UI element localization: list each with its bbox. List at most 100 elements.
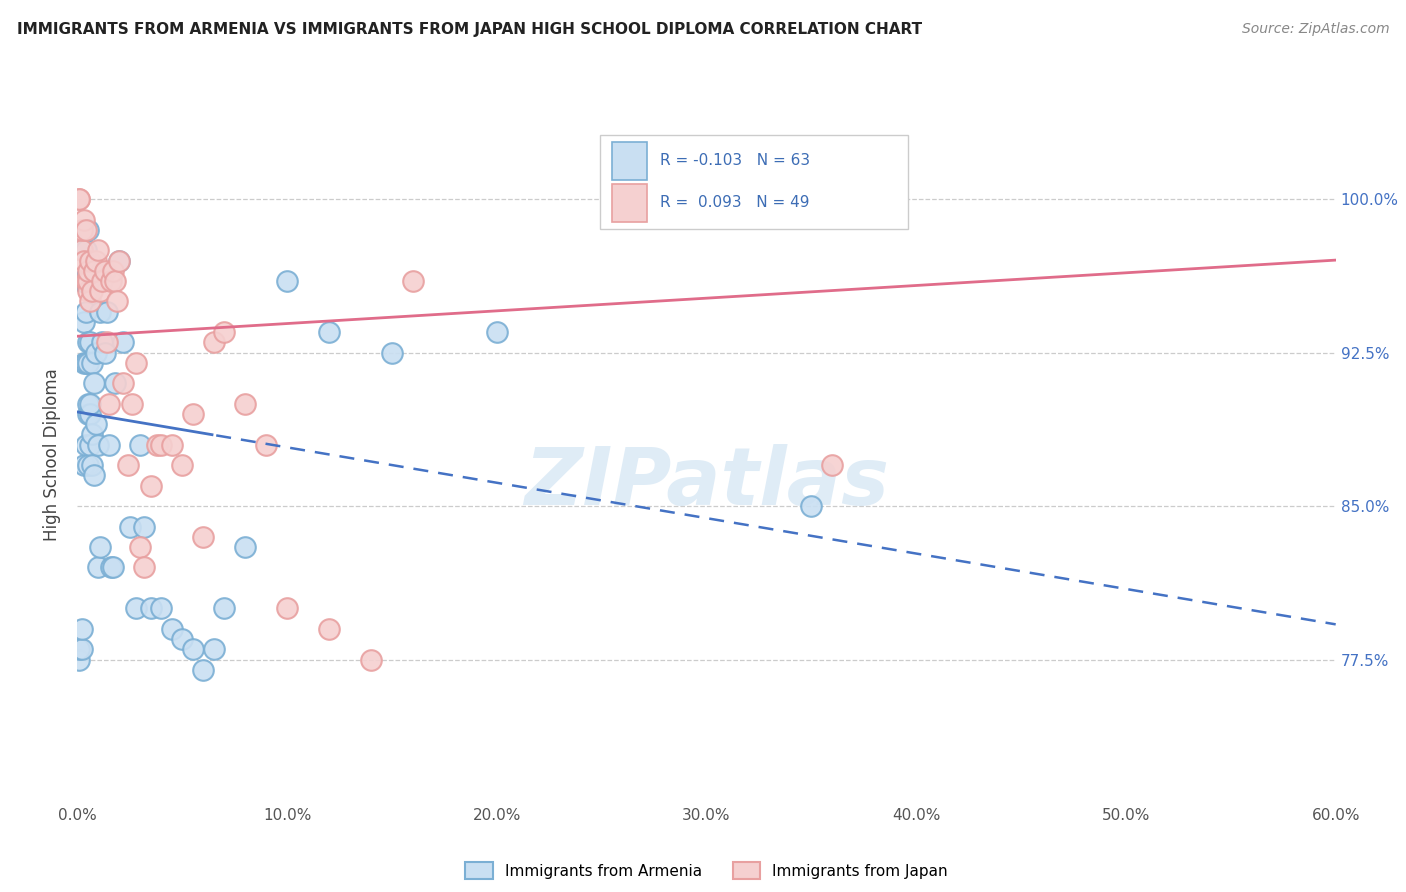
Point	[76, 335, 98, 350]
Point	[80, 284, 103, 298]
Point	[800, 499, 823, 513]
Point	[212, 601, 235, 615]
Point	[121, 397, 143, 411]
Text: Source: ZipAtlas.com: Source: ZipAtlas.com	[1241, 22, 1389, 37]
Point	[76, 458, 98, 472]
Point	[75, 223, 97, 237]
Point	[76, 397, 98, 411]
Point	[70, 622, 93, 636]
Point	[117, 458, 139, 472]
Point	[93, 345, 115, 359]
Point	[101, 560, 124, 574]
Point	[80, 356, 103, 370]
Point	[84, 345, 107, 359]
Point	[160, 622, 183, 636]
FancyBboxPatch shape	[599, 135, 908, 229]
Point	[67, 652, 90, 666]
Point	[67, 192, 90, 206]
Point	[150, 438, 173, 452]
Point	[146, 438, 169, 452]
Point	[80, 458, 103, 472]
Point	[104, 376, 127, 391]
Point	[160, 438, 183, 452]
Point	[125, 601, 148, 615]
Point	[76, 356, 98, 370]
Point	[318, 622, 340, 636]
Point	[125, 356, 148, 370]
Point	[821, 458, 844, 472]
Point	[108, 253, 131, 268]
Point	[79, 335, 101, 350]
Point	[72, 458, 94, 472]
Point	[75, 274, 97, 288]
Point	[76, 264, 98, 278]
Point	[87, 560, 110, 574]
Point	[72, 356, 94, 370]
Point	[70, 244, 93, 258]
Text: R = -0.103   N = 63: R = -0.103 N = 63	[659, 153, 810, 169]
Point	[84, 417, 107, 432]
Point	[83, 376, 105, 391]
Point	[89, 540, 111, 554]
Point	[276, 274, 298, 288]
Point	[87, 244, 110, 258]
Point	[70, 274, 93, 288]
Point	[118, 519, 141, 533]
Point	[72, 315, 94, 329]
Text: IMMIGRANTS FROM ARMENIA VS IMMIGRANTS FROM JAPAN HIGH SCHOOL DIPLOMA CORRELATION: IMMIGRANTS FROM ARMENIA VS IMMIGRANTS FR…	[17, 22, 922, 37]
Text: R =  0.093   N = 49: R = 0.093 N = 49	[659, 195, 810, 211]
Point	[72, 212, 94, 227]
Point	[76, 284, 98, 298]
Point	[139, 478, 162, 492]
Point	[93, 264, 115, 278]
FancyBboxPatch shape	[612, 142, 647, 180]
Point	[97, 438, 120, 452]
Point	[83, 264, 105, 278]
Point	[87, 438, 110, 452]
Point	[89, 304, 111, 318]
Point	[76, 274, 98, 288]
Point	[191, 663, 215, 677]
Point	[172, 632, 194, 646]
Point	[67, 642, 90, 657]
Point	[91, 274, 114, 288]
Point	[254, 438, 277, 452]
Point	[134, 519, 156, 533]
Point	[76, 407, 98, 421]
Point	[70, 223, 93, 237]
Point	[70, 244, 93, 258]
Point	[139, 601, 162, 615]
FancyBboxPatch shape	[612, 184, 647, 222]
Point	[105, 294, 128, 309]
Point	[72, 274, 94, 288]
Point	[101, 264, 124, 278]
Point	[84, 253, 107, 268]
Point	[79, 407, 101, 421]
Point	[96, 304, 118, 318]
Point	[150, 601, 173, 615]
Point	[80, 427, 103, 442]
Point	[76, 223, 98, 237]
Point	[79, 294, 101, 309]
Point	[75, 244, 97, 258]
Point	[129, 540, 152, 554]
Point	[485, 325, 508, 339]
Y-axis label: High School Diploma: High School Diploma	[44, 368, 62, 541]
Point	[79, 397, 101, 411]
Point	[72, 253, 94, 268]
Point	[75, 356, 97, 370]
Legend: Immigrants from Armenia, Immigrants from Japan: Immigrants from Armenia, Immigrants from…	[458, 855, 955, 886]
Point	[112, 376, 135, 391]
Point	[100, 560, 122, 574]
Point	[233, 397, 256, 411]
Point	[129, 438, 152, 452]
Point	[360, 652, 382, 666]
Point	[91, 335, 114, 350]
Point	[381, 345, 404, 359]
Point	[202, 642, 225, 657]
Point	[100, 274, 122, 288]
Point	[212, 325, 235, 339]
Point	[181, 407, 204, 421]
Point	[104, 274, 127, 288]
Point	[83, 468, 105, 483]
